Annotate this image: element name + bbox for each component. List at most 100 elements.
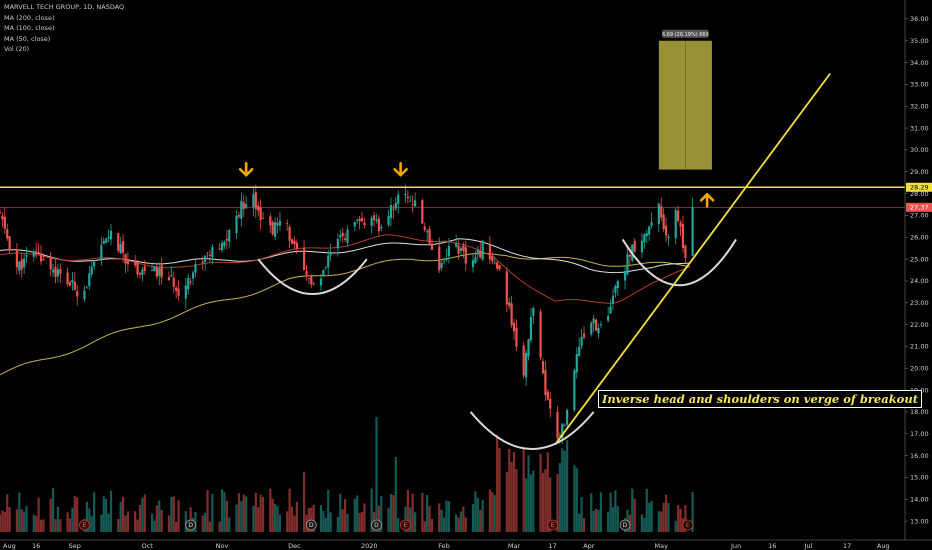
- x-tick-label: Sep: [69, 542, 81, 550]
- volume-bar: [370, 488, 373, 532]
- candle-body: [312, 283, 315, 285]
- candle-body: [344, 238, 347, 240]
- pattern-annotation[interactable]: Inverse head and shoulders on verge of b…: [598, 390, 923, 408]
- earnings-marker: [547, 519, 559, 531]
- volume-bar: [295, 501, 298, 532]
- x-tick-label: 16: [32, 542, 40, 550]
- volume-bar: [204, 512, 207, 532]
- candle-body: [515, 327, 518, 347]
- candle-body: [594, 319, 598, 331]
- volume-bar: [662, 502, 665, 532]
- x-tick-label: Apr: [583, 542, 595, 550]
- candle-body: [51, 269, 55, 273]
- volume-bar: [566, 440, 569, 532]
- candle-body: [23, 258, 26, 268]
- volume-bar: [261, 496, 265, 532]
- candle-body: [623, 272, 627, 281]
- candle-body: [462, 245, 465, 251]
- candle-body: [406, 196, 409, 199]
- price-tag-bg: [906, 202, 932, 212]
- candle-body: [561, 423, 564, 439]
- volume-bar: [561, 448, 564, 532]
- volume-bar: [578, 513, 581, 532]
- candle-body: [278, 220, 282, 226]
- candle-body: [633, 240, 636, 252]
- candle-body: [498, 265, 501, 270]
- volume-bar: [508, 448, 511, 532]
- volume-bar: [88, 508, 91, 532]
- volume-bar: [93, 492, 96, 532]
- breakout-arrow: [699, 193, 715, 208]
- candle-body: [505, 271, 508, 305]
- candle-body: [426, 231, 429, 233]
- y-tick-label: 18.00: [910, 408, 929, 416]
- candle-body: [172, 277, 175, 287]
- candle-body: [302, 247, 306, 271]
- volume-bar: [442, 517, 446, 532]
- volume-bar: [160, 509, 163, 532]
- volume-bar: [409, 507, 412, 532]
- earnings-marker: [682, 519, 694, 531]
- volume-bar: [254, 492, 257, 532]
- volume-bar: [474, 491, 477, 532]
- volume-bar: [302, 472, 306, 532]
- candle-body: [319, 278, 323, 286]
- candle-body: [167, 276, 171, 281]
- candle-body: [220, 243, 224, 251]
- volume-bar: [37, 497, 40, 532]
- candle-body: [389, 204, 393, 219]
- volume-bar: [271, 498, 274, 532]
- resistance-arrow: [238, 161, 254, 177]
- volume-bar: [73, 496, 76, 532]
- volume-bar: [327, 489, 330, 532]
- volume-bar: [375, 417, 378, 532]
- candle-body: [471, 260, 475, 268]
- volume-bar: [324, 517, 327, 532]
- candle-body: [681, 224, 685, 248]
- candle-body: [184, 285, 187, 299]
- volume-bar: [170, 497, 173, 532]
- candle-body: [288, 226, 291, 241]
- volume-bar: [124, 515, 127, 532]
- volume-bar: [59, 519, 62, 532]
- volume-bar: [336, 517, 339, 532]
- drawings: 6.69 (26.19%) 669: [0, 29, 905, 451]
- candle-body: [372, 215, 376, 220]
- volume-bar: [645, 488, 648, 532]
- candle-body: [59, 268, 62, 274]
- x-tick-label: Mar: [508, 542, 521, 550]
- volume-bar: [0, 514, 2, 532]
- dividend-marker-label: D: [309, 522, 314, 529]
- candle-body: [93, 261, 96, 267]
- candle-body: [358, 218, 361, 222]
- pattern-arc: [469, 411, 595, 451]
- volume-bar: [546, 452, 549, 532]
- volume-bar: [590, 493, 593, 532]
- volume-bar: [360, 511, 364, 532]
- candle-body: [20, 259, 23, 270]
- candle-body: [73, 281, 76, 291]
- volume-bar: [100, 514, 103, 532]
- candle-body: [544, 370, 547, 396]
- volume-bar: [286, 511, 289, 532]
- volume-bar: [515, 469, 518, 532]
- candle-body: [508, 302, 511, 306]
- volume-bar: [633, 498, 636, 532]
- volume-bar: [153, 520, 156, 532]
- volume-bar: [411, 493, 414, 532]
- candle-body: [438, 246, 441, 271]
- volume-bar: [138, 504, 142, 532]
- candle-body: [286, 223, 289, 224]
- earnings-marker-label: E: [404, 522, 408, 529]
- y-tick-label: 13.00: [910, 517, 929, 525]
- candle-body: [679, 222, 682, 227]
- candle-body: [599, 324, 603, 326]
- candle-body: [42, 258, 45, 261]
- candle-body: [380, 226, 383, 229]
- volume-bar: [276, 506, 279, 532]
- volume-bar: [341, 509, 344, 532]
- volume-bar: [172, 496, 175, 532]
- candle-body: [134, 260, 137, 266]
